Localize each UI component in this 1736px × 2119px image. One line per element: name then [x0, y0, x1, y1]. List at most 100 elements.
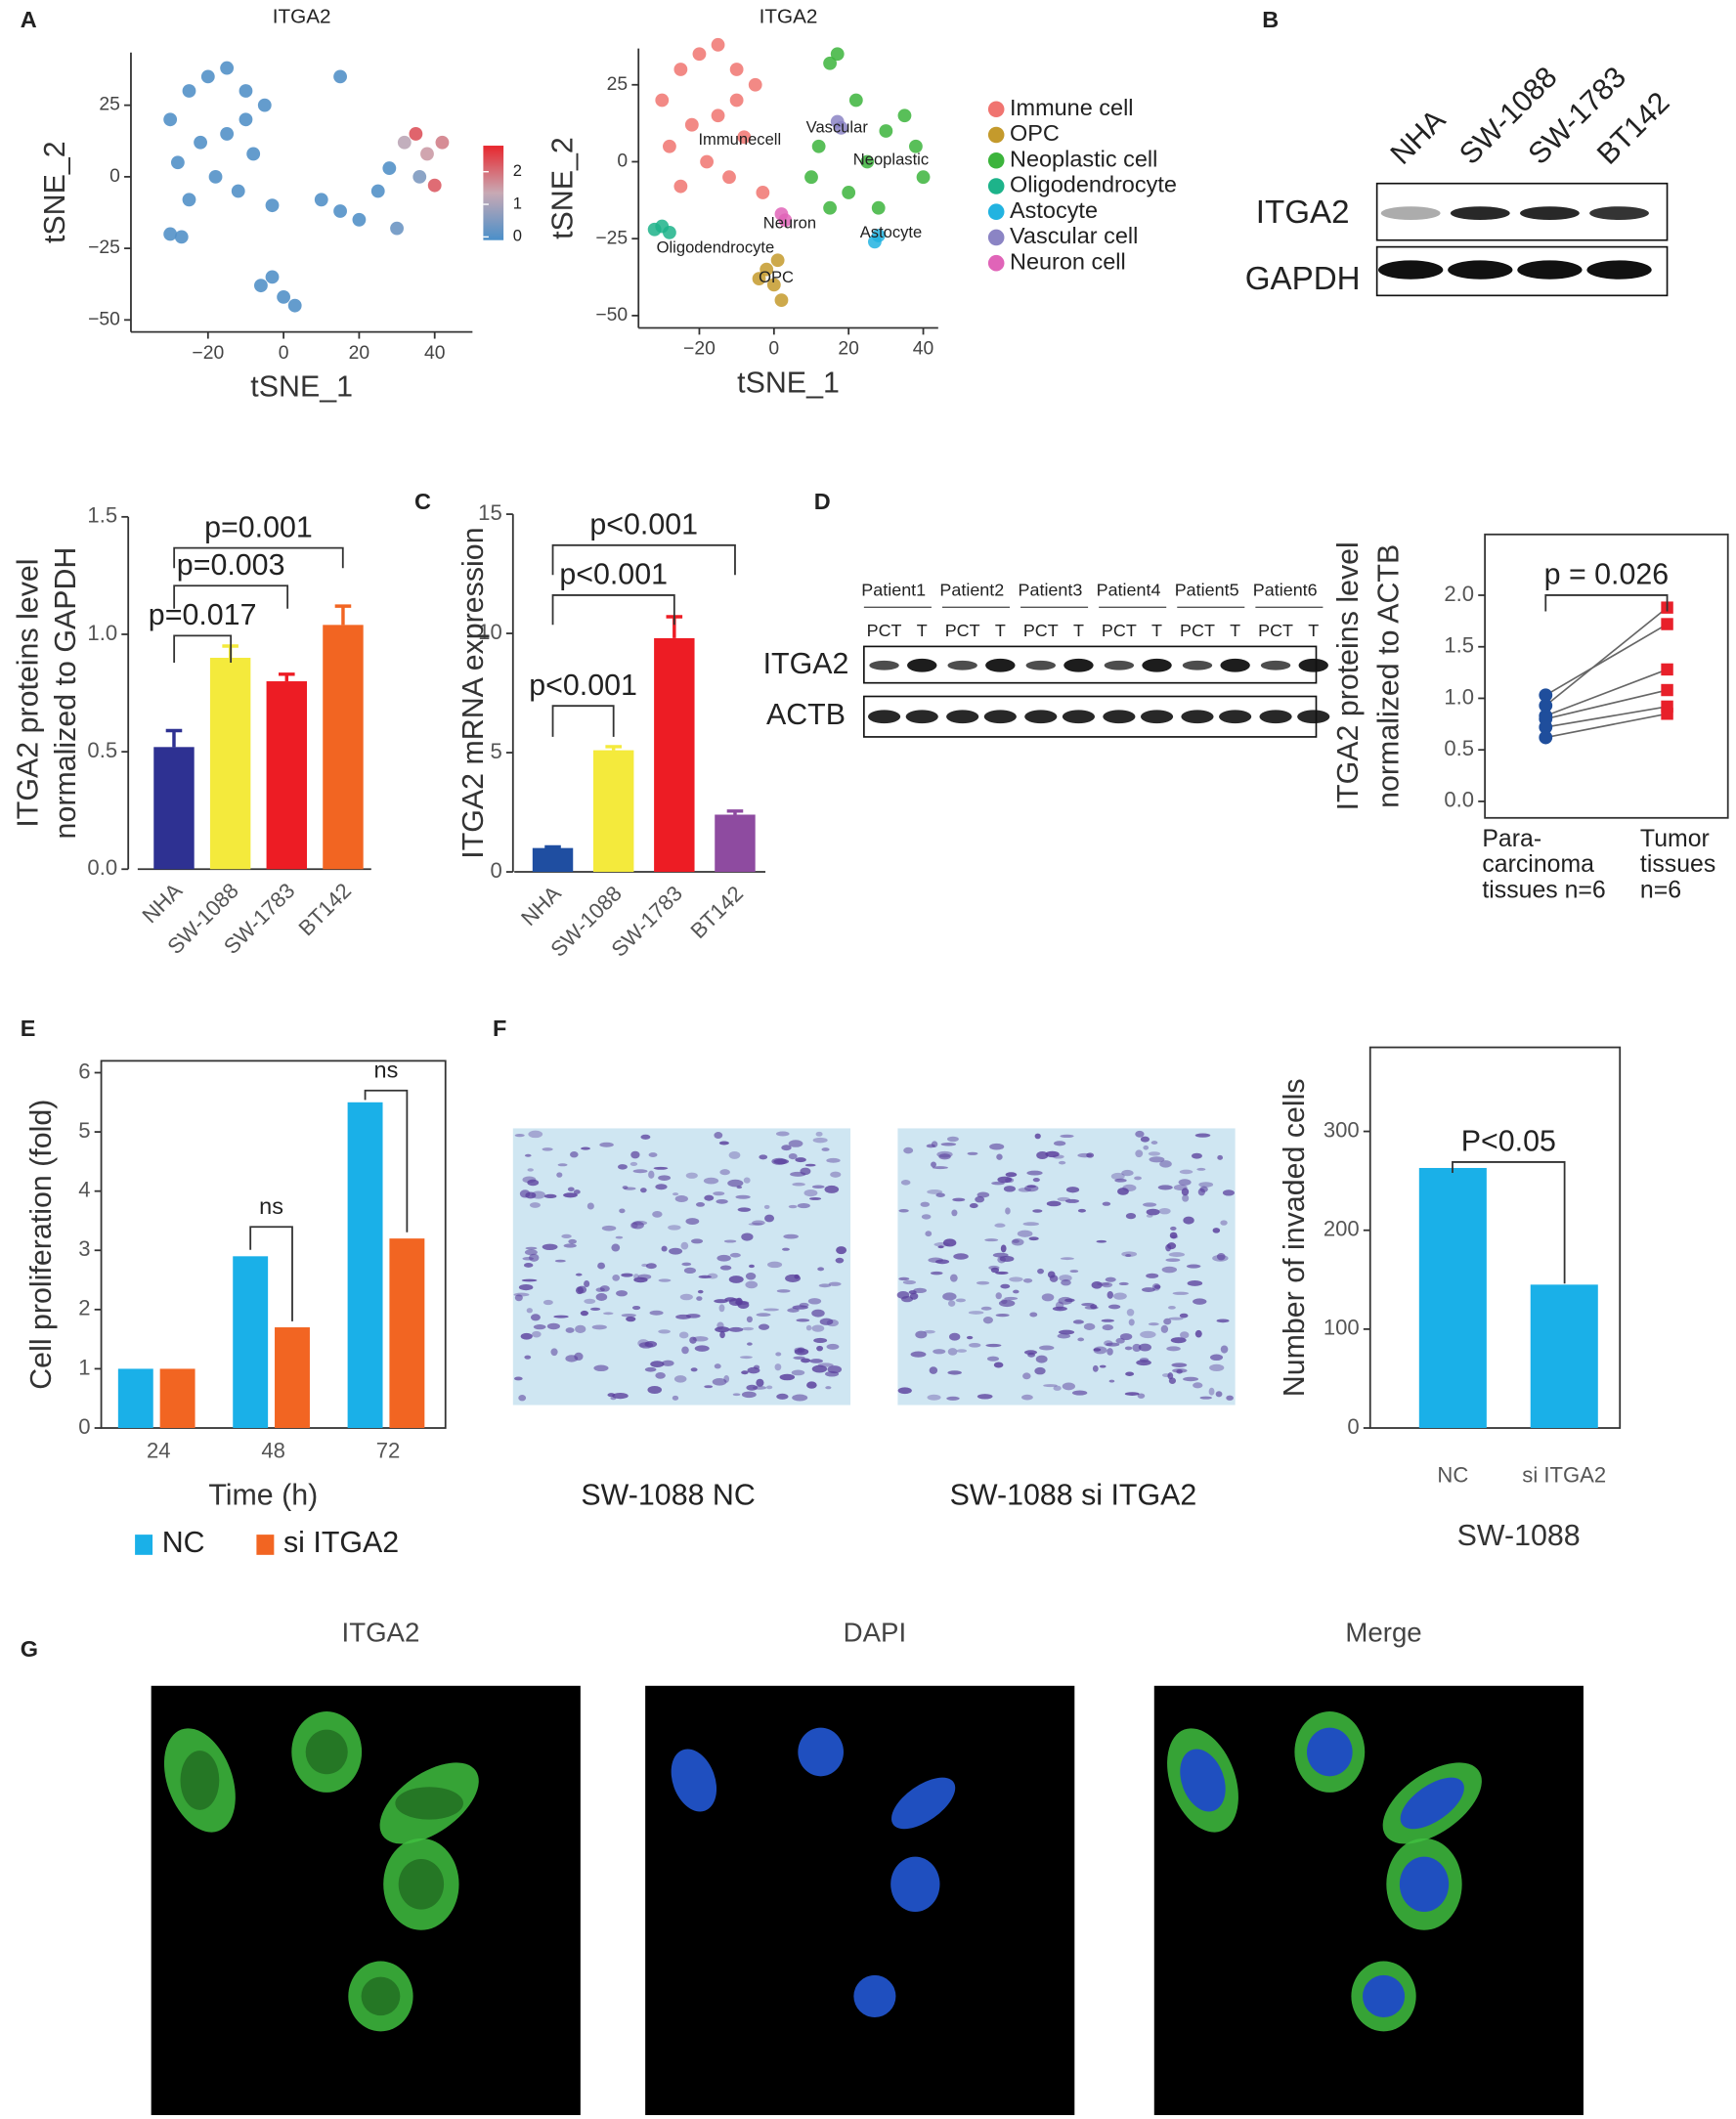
stained-cell — [1183, 1376, 1199, 1382]
stained-cell — [818, 1283, 832, 1288]
y-tick-label: 5 — [490, 739, 501, 763]
cell-point — [277, 289, 291, 304]
cell-point — [737, 130, 752, 145]
stained-cell — [742, 1326, 755, 1331]
stained-cell — [1165, 1243, 1172, 1252]
bar — [209, 658, 251, 870]
stained-cell — [514, 1294, 523, 1302]
y-tick-label: 2.0 — [1444, 582, 1474, 606]
stained-cell — [813, 1337, 828, 1344]
micrograph — [512, 1128, 851, 1405]
data-point — [1661, 663, 1673, 676]
x-axis-label: tSNE_1 — [737, 367, 840, 400]
legend-label: Astocyte — [1010, 197, 1098, 223]
stained-cell — [1146, 1273, 1159, 1278]
stained-cell — [776, 1289, 791, 1293]
x-axis-label: SW-1088 — [1457, 1519, 1581, 1552]
y-axis-label: ITGA2 proteins level normalized to GAPDH — [11, 547, 82, 840]
stained-cell — [1149, 1156, 1165, 1163]
stained-cell — [743, 1177, 751, 1184]
patient-label: Patient4 — [1097, 581, 1161, 600]
stained-cell — [787, 1308, 800, 1313]
stained-cell — [1169, 1232, 1178, 1239]
stained-cell — [1143, 1145, 1150, 1150]
stained-cell — [698, 1275, 712, 1279]
image-title: DAPI — [844, 1618, 906, 1648]
stained-cell — [542, 1147, 553, 1151]
stained-cell — [1183, 1216, 1194, 1225]
y-axis-label: Number of invaded cells — [1278, 1078, 1311, 1397]
stained-cell — [1064, 1298, 1075, 1303]
stained-cell — [1057, 1333, 1071, 1339]
blot-band — [1104, 660, 1135, 670]
stained-cell — [932, 1166, 948, 1170]
stained-cell — [764, 1214, 775, 1223]
stained-cell — [695, 1202, 706, 1207]
stained-cell — [1168, 1377, 1177, 1385]
stained-cell — [661, 1245, 668, 1252]
stained-cell — [652, 1211, 663, 1218]
stained-cell — [1119, 1333, 1133, 1341]
y-axis-label-line: normalized to GAPDH — [49, 547, 82, 840]
stained-cell — [685, 1172, 698, 1179]
plot-frame — [1368, 1046, 1622, 1429]
lane-label: T — [1308, 621, 1319, 640]
y-tick-label: 2 — [78, 1296, 90, 1320]
stained-cell — [1142, 1202, 1157, 1207]
stained-cell — [1064, 1198, 1080, 1203]
stained-cell — [1180, 1331, 1190, 1339]
stained-cell — [524, 1153, 532, 1157]
stained-cell — [1146, 1214, 1153, 1218]
stained-cell — [584, 1280, 590, 1288]
cell-point — [409, 127, 423, 141]
cell-point — [163, 112, 178, 127]
x-tick-label: −20 — [192, 343, 224, 364]
stained-cell — [1135, 1130, 1145, 1138]
x-tick-label-line: n=6 — [1640, 877, 1681, 903]
lane-label: PCT — [945, 621, 980, 640]
y-tick-label: 1.5 — [87, 503, 117, 528]
stained-cell — [1222, 1189, 1235, 1196]
blot-band — [1520, 206, 1580, 221]
blot-band — [907, 658, 937, 672]
stained-cell — [716, 1321, 724, 1330]
stained-cell — [928, 1257, 944, 1263]
stained-cell — [812, 1137, 828, 1144]
cluster-annotation: Astocyte — [860, 223, 923, 241]
blot-band — [1380, 206, 1441, 221]
stained-cell — [1172, 1291, 1190, 1295]
stained-cell — [749, 1264, 755, 1269]
stained-cell — [788, 1153, 798, 1160]
y-axis-label-line: ITGA2 mRNA expression — [456, 527, 490, 858]
stained-cell — [1118, 1281, 1129, 1286]
x-tick-label-line: Para- — [1482, 825, 1541, 851]
stained-cell — [1013, 1289, 1020, 1294]
stained-cell — [1065, 1187, 1080, 1193]
stained-cell — [1058, 1160, 1066, 1165]
stained-cell — [1106, 1342, 1120, 1347]
stained-cell — [1125, 1212, 1137, 1220]
stained-cell — [1134, 1176, 1142, 1181]
cell-point — [871, 200, 886, 215]
stained-cell — [1209, 1354, 1224, 1362]
significance-label: p<0.001 — [589, 508, 698, 541]
stained-cell — [1167, 1305, 1176, 1310]
legend-swatch — [987, 151, 1005, 169]
cell-point — [370, 184, 385, 198]
stained-cell — [817, 1362, 834, 1367]
stained-cell — [1099, 1364, 1107, 1368]
blot-band — [1024, 710, 1058, 724]
cell-nucleus — [1363, 1974, 1406, 2017]
stained-cell — [990, 1267, 1000, 1274]
lane-label: T — [995, 621, 1006, 640]
y-tick-label: 300 — [1324, 1117, 1360, 1142]
legend-swatch — [135, 1535, 153, 1555]
stained-cell — [655, 1184, 668, 1190]
significance-label: p<0.001 — [559, 558, 668, 591]
stained-cell — [653, 1166, 669, 1170]
stained-cell — [1173, 1184, 1188, 1191]
lane-label: T — [917, 621, 928, 640]
stained-cell — [815, 1131, 823, 1137]
stained-cell — [595, 1293, 608, 1301]
